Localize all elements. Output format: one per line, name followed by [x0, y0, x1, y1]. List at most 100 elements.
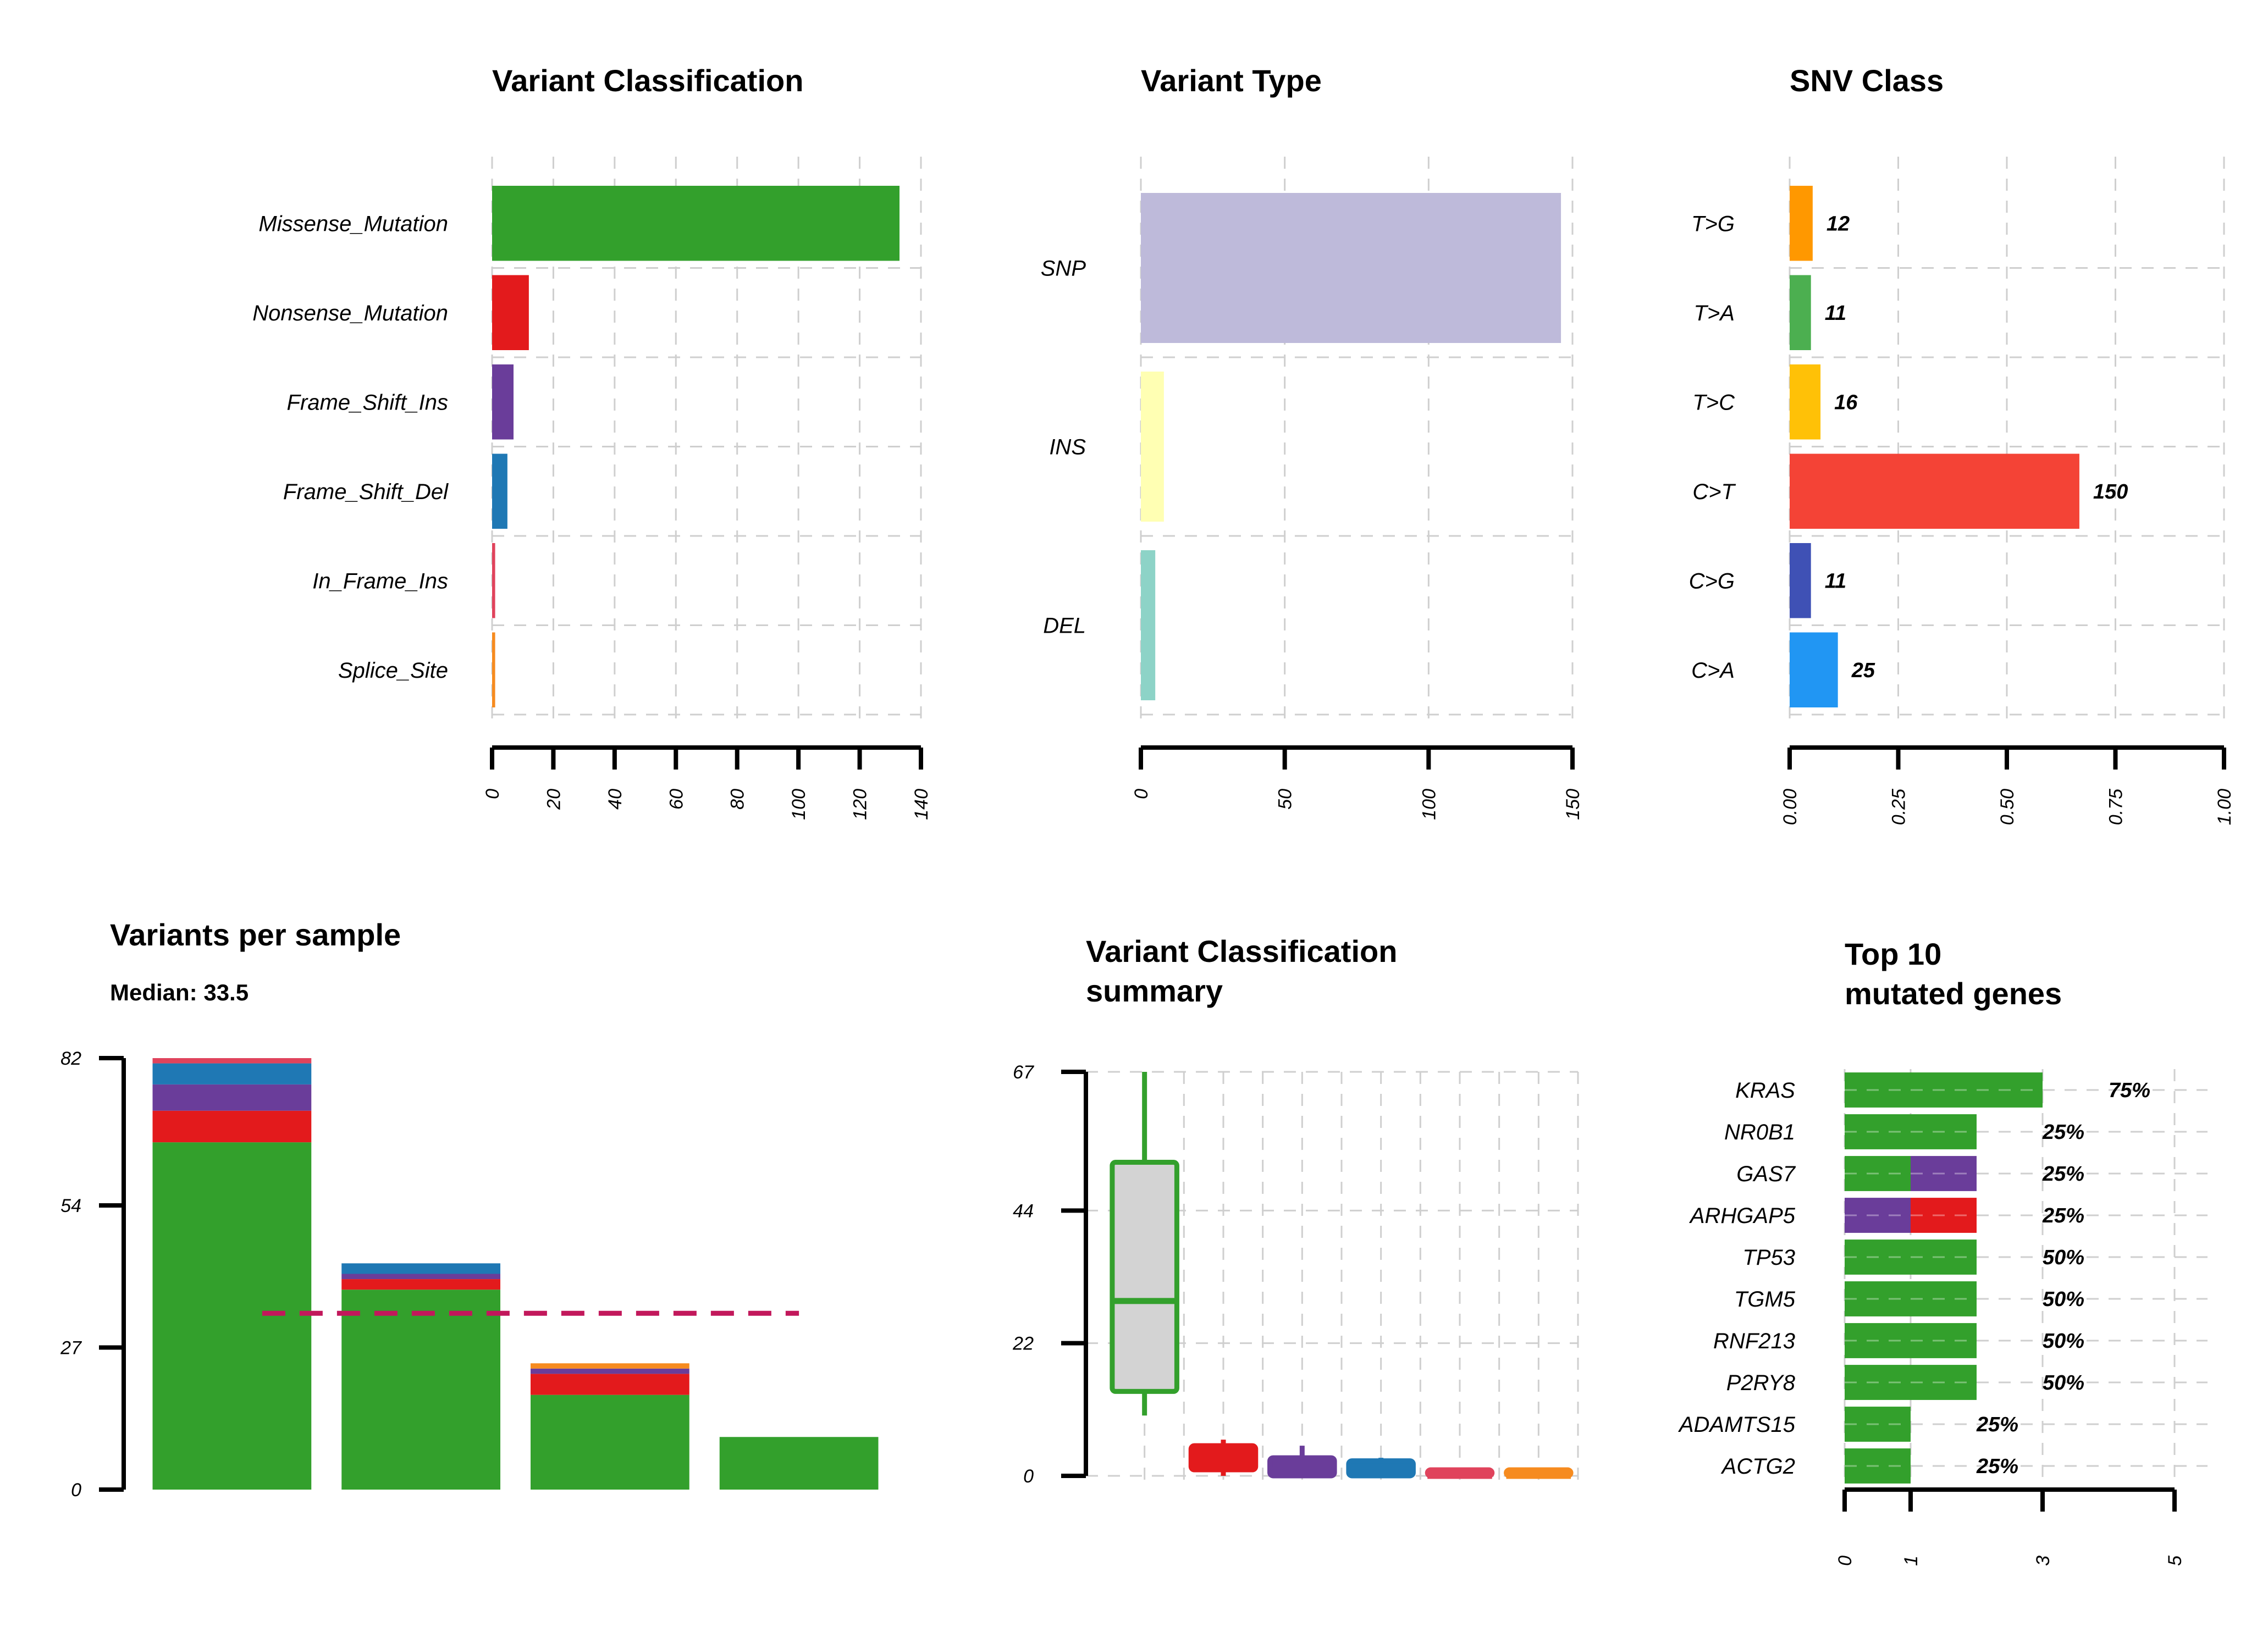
bar-del: [1141, 550, 1156, 700]
x-tick-label: 60: [666, 789, 687, 810]
value-label: 11: [1825, 569, 1846, 593]
x-tick-label: 100: [1419, 789, 1439, 820]
category-label: Missense_Mutation: [258, 212, 448, 236]
gene-label: GAS7: [1736, 1162, 1796, 1186]
stack-segment-sample-1-3: [152, 1063, 312, 1084]
gene-percent-label: 25%: [1976, 1413, 2018, 1436]
x-tick-label: 40: [605, 789, 626, 810]
x-tick-label: 150: [1563, 789, 1583, 820]
gene-label: ARHGAP5: [1689, 1204, 1796, 1228]
x-tick-label: 1: [1901, 1556, 1922, 1566]
bar-t-a: [1790, 275, 1811, 350]
gene-percent-label: 75%: [2109, 1079, 2150, 1102]
bar-c-a: [1790, 632, 1838, 707]
stack-segment-sample-4-0: [719, 1437, 879, 1490]
category-label: T>C: [1692, 390, 1735, 414]
stack-segment-sample-3-2: [531, 1368, 689, 1374]
category-label: Nonsense_Mutation: [252, 301, 448, 325]
stack-segment-sample-1-1: [152, 1110, 312, 1143]
x-tick-label: 140: [911, 789, 932, 820]
snv-class-panel: SNV Class T>G 12 T>A 11 T>C 16 C>T 150 C>G 11 C>A 2…: [1689, 63, 2235, 825]
category-label: Splice_Site: [338, 659, 448, 683]
gene-percent-label: 25%: [2042, 1204, 2084, 1227]
value-label: 25: [1851, 659, 1875, 682]
stack-segment-sample-2-0: [341, 1290, 500, 1490]
stack-segment-sample-1-0: [152, 1142, 312, 1490]
gene-bar-nr0b1-0: [1845, 1114, 1977, 1149]
x-tick-label: 5: [2165, 1556, 2186, 1566]
bar-c-t: [1790, 453, 2079, 529]
y-tick-label: 0: [1023, 1466, 1034, 1487]
variant-classification-panel: Variant Classification Missense_Mutation…: [252, 63, 932, 820]
category-label: In_Frame_Ins: [312, 569, 448, 593]
classification-summary-title-line1: Variant Classification: [1086, 934, 1397, 969]
gene-percent-label: 50%: [2043, 1330, 2084, 1353]
variant-classification-title: Variant Classification: [492, 63, 803, 98]
y-tick-label: 67: [1013, 1062, 1034, 1083]
stack-segment-sample-1-2: [152, 1084, 312, 1111]
gene-bar-p2ry8-0: [1845, 1365, 1977, 1400]
gene-bar-arhgap5-0: [1845, 1198, 1911, 1233]
value-label: 12: [1826, 212, 1850, 235]
variant-type-title: Variant Type: [1141, 63, 1322, 98]
bar-ins: [1141, 372, 1164, 522]
value-label: 150: [2093, 480, 2128, 503]
y-tick-label: 27: [60, 1338, 82, 1359]
stack-segment-sample-2-1: [341, 1279, 500, 1290]
bar-t-g: [1790, 186, 1813, 261]
x-tick-label: 0: [482, 789, 503, 799]
y-tick-label: 22: [1012, 1333, 1034, 1354]
gene-bar-rnf213-0: [1845, 1323, 1977, 1358]
stack-segment-sample-2-3: [341, 1263, 500, 1274]
classification-summary-title-line2: summary: [1086, 973, 1223, 1008]
gene-label: TGM5: [1734, 1287, 1796, 1312]
category-label: C>A: [1691, 659, 1735, 683]
x-tick-label: 3: [2033, 1556, 2054, 1566]
bar-in-frame-ins: [492, 543, 495, 618]
gene-percent-label: 50%: [2043, 1371, 2084, 1395]
category-label: T>A: [1694, 301, 1735, 325]
classification-summary-panel: Variant Classification summary 0 22 44 67: [1012, 934, 1579, 1487]
gene-percent-label: 50%: [2043, 1288, 2084, 1311]
stack-segment-sample-3-5: [531, 1363, 689, 1369]
bar-nonsense-mutation: [492, 275, 529, 350]
top-genes-title-line1: Top 10: [1845, 937, 1941, 971]
gene-bar-tgm5-0: [1845, 1281, 1977, 1316]
gene-bar-kras-0: [1845, 1072, 2043, 1108]
x-tick-label: 120: [850, 789, 871, 820]
gene-bar-gas7-0: [1845, 1156, 1911, 1191]
x-tick-label: 100: [788, 789, 809, 820]
x-tick-label: 0.00: [1780, 789, 1801, 825]
y-tick-label: 82: [60, 1048, 81, 1069]
category-label: Frame_Shift_Ins: [287, 390, 448, 414]
gene-percent-label: 50%: [2043, 1246, 2084, 1269]
bar-splice-site: [492, 632, 495, 707]
box-body-1: [1110, 1160, 1179, 1394]
gene-bar-arhgap5-1: [1911, 1198, 1977, 1233]
x-tick-label: 20: [543, 789, 564, 810]
median-subtitle: Median: 33.5: [110, 980, 249, 1005]
gene-bar-actg2-0: [1845, 1448, 1911, 1484]
x-tick-label: 50: [1275, 789, 1296, 810]
bar-missense-mutation: [492, 186, 900, 261]
stack-segment-sample-1-4: [152, 1058, 312, 1064]
gene-label: RNF213: [1713, 1329, 1795, 1353]
category-label: DEL: [1043, 614, 1086, 638]
bar-snp: [1141, 193, 1561, 343]
gene-label: P2RY8: [1726, 1371, 1796, 1395]
variants-per-sample-panel: Variants per sample Median: 33.5 0 27 54 82: [60, 917, 879, 1501]
gene-percent-label: 25%: [2042, 1121, 2084, 1144]
y-tick-label: 0: [71, 1480, 81, 1501]
y-tick-label: 54: [60, 1196, 81, 1216]
x-tick-label: 0.75: [2106, 789, 2127, 825]
category-label: T>G: [1691, 212, 1735, 236]
value-label: 11: [1825, 302, 1846, 325]
x-tick-label: 0.25: [1889, 789, 1910, 825]
top-genes-title-line2: mutated genes: [1845, 976, 2062, 1011]
category-label: INS: [1049, 435, 1086, 460]
category-label: SNP: [1041, 257, 1086, 281]
bar-frame-shift-ins: [492, 364, 514, 440]
category-label: Frame_Shift_Del: [283, 480, 449, 504]
value-label: 16: [1834, 391, 1858, 414]
